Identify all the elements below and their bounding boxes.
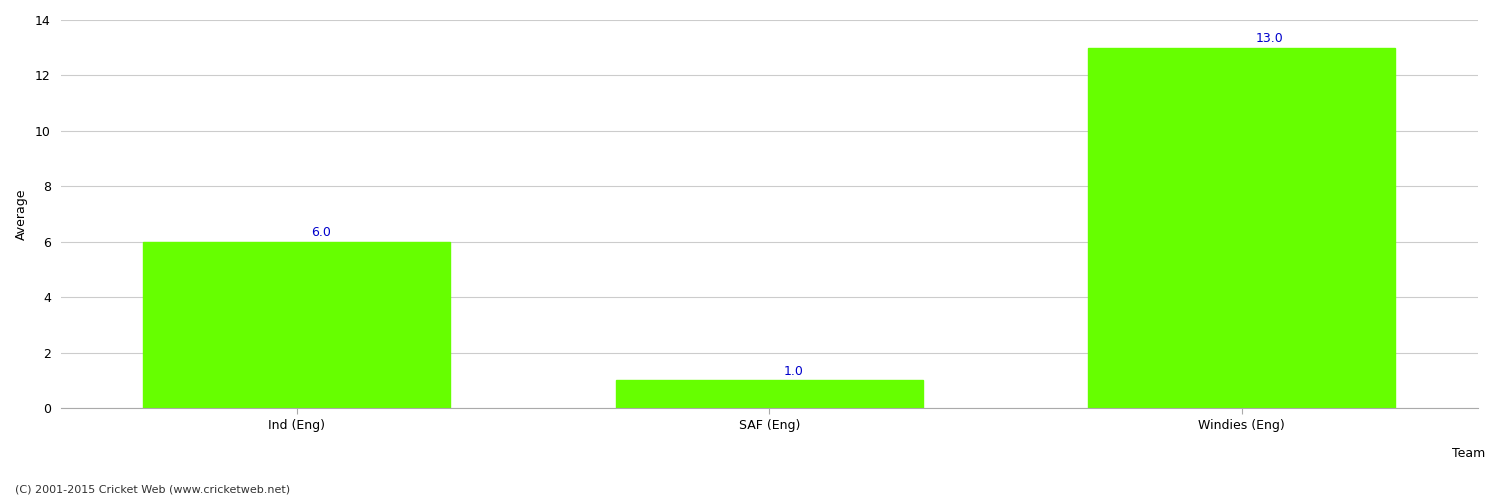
Bar bbox=[1088, 48, 1395, 408]
Bar bbox=[615, 380, 922, 408]
Bar bbox=[142, 242, 450, 408]
Text: 1.0: 1.0 bbox=[783, 364, 804, 378]
Text: (C) 2001-2015 Cricket Web (www.cricketweb.net): (C) 2001-2015 Cricket Web (www.cricketwe… bbox=[15, 485, 290, 495]
Y-axis label: Average: Average bbox=[15, 188, 28, 240]
Text: Team: Team bbox=[1452, 447, 1485, 460]
Text: 13.0: 13.0 bbox=[1256, 32, 1284, 45]
Text: 6.0: 6.0 bbox=[310, 226, 332, 239]
